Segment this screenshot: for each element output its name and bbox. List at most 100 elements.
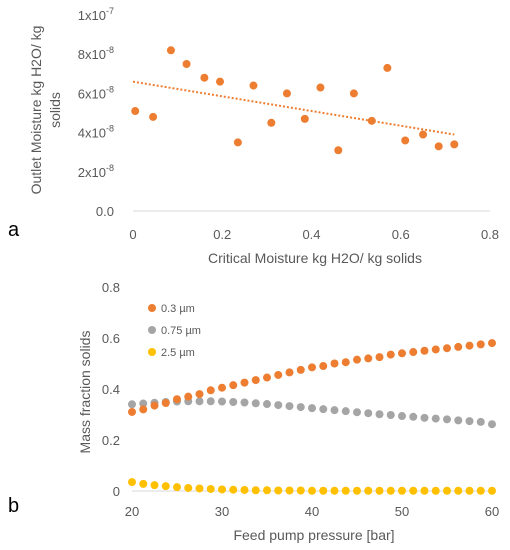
panel-b-data-point — [398, 412, 406, 421]
panel-b-data-point — [465, 417, 474, 426]
panel-b-data-point — [195, 484, 204, 493]
panel-a-x-ticks: 0 0.2 0.4 0.6 0.8 — [129, 227, 499, 242]
panel-b-data-point — [409, 348, 418, 357]
panel-b-data-point — [184, 483, 193, 492]
panel-b-x-tick-label: 40 — [305, 504, 319, 519]
panel-b-data-point — [274, 486, 283, 495]
legend-marker — [148, 326, 156, 334]
panel-b-data-point — [454, 486, 463, 495]
panel-b-data-point — [330, 359, 339, 368]
panel-b-data-point — [364, 354, 373, 363]
panel-a-data-point — [349, 89, 358, 98]
panel-b-data-point — [308, 404, 316, 413]
panel-b-data-point — [364, 409, 373, 418]
panel-b-data-point — [431, 414, 440, 423]
panel-a-x-tick-label: 0.8 — [481, 227, 499, 242]
panel-b-data-point — [353, 355, 361, 364]
panel-b-data-point — [240, 485, 249, 494]
panel-a-y-tick-label: 6x10-8 — [78, 84, 114, 101]
panel-b-data-point — [173, 395, 181, 404]
panel-b-data-point — [488, 486, 496, 495]
panel-a-x-tick-label: 0 — [129, 227, 136, 242]
panel-b-data-point — [195, 390, 204, 399]
panel-a-x-tick-label: 0.6 — [392, 227, 410, 242]
panel-b-data-point — [285, 486, 294, 495]
panel-b-data-point — [161, 399, 170, 408]
panel-b-data-point — [341, 407, 350, 416]
panel-b-data-point — [274, 401, 283, 410]
panel-b-data-point — [308, 363, 316, 372]
panel-a-data-point — [450, 140, 459, 149]
panel-b-data-point — [409, 412, 418, 421]
panel-b-y-ticks: 0 0.2 0.4 0.6 0.8 — [102, 280, 120, 499]
panel-a-x-tick-label: 0.4 — [302, 227, 320, 242]
panel-b-data-point — [308, 486, 316, 495]
panel-a-data-point — [300, 114, 309, 123]
panel-a-data-point — [434, 142, 443, 151]
panel-b-data-point — [476, 340, 485, 349]
panel-b-data-point — [353, 486, 361, 495]
panel-a-y-axis-title-line2: solids — [47, 92, 63, 128]
panel-b-data-point — [386, 350, 395, 359]
panel-a-data-point — [233, 138, 242, 147]
panel-b: b 0 0.2 0.4 0.6 0.8 20 30 40 50 60 Feed pump pre… — [8, 280, 499, 543]
panel-b-data-point — [488, 420, 496, 429]
panel-b-data-point — [341, 486, 350, 495]
panel-b-data-point — [386, 411, 395, 420]
panel-b-data-point — [375, 353, 384, 362]
panel-b-data-point — [128, 400, 136, 409]
panel-a-y-ticks: 0.0 2x10-8 4x10-8 6x10-8 8x10-8 1x10-7 — [78, 6, 114, 219]
panel-b-data-point — [206, 484, 215, 493]
panel-a-data-point — [316, 83, 325, 92]
panel-a-label: a — [8, 219, 20, 241]
panel-b-x-axis-title: Feed pump pressure [bar] — [233, 527, 394, 543]
panel-b-data-point — [218, 485, 226, 494]
panel-a-y-tick-label: 2x10-8 — [78, 163, 114, 180]
panel-b-data-point — [330, 406, 339, 415]
panel-b-data-point — [386, 486, 395, 495]
panel-b-data-point — [285, 402, 294, 411]
panel-b-data-point — [296, 486, 305, 495]
panel-b-data-point — [218, 383, 226, 392]
panel-a-data-point — [334, 146, 343, 155]
panel-b-data-point — [240, 378, 249, 387]
panel-a-data-point — [267, 118, 276, 127]
panel-b-data-point — [161, 482, 170, 491]
panel-b-data-point — [465, 486, 474, 495]
panel-b-data-point — [251, 486, 260, 495]
panel-a-data-point — [182, 60, 191, 68]
panel-b-data-point — [139, 399, 148, 408]
panel-a: a 0.0 2x10-8 4x10-8 6x10-8 8x10-8 1x10-7 0 0.2… — [8, 6, 499, 266]
panel-b-data-point — [398, 486, 406, 495]
panel-b-data-point — [173, 483, 181, 492]
panel-b-data-point — [476, 417, 485, 426]
panel-a-data-point — [149, 112, 158, 121]
panel-b-x-tick-label: 20 — [125, 504, 139, 519]
panel-a-data-point — [383, 63, 392, 72]
panel-a-x-tick-label: 0.2 — [213, 227, 231, 242]
panel-b-data-point — [285, 368, 294, 377]
panel-a-data-point — [282, 89, 291, 98]
panel-a-y-tick-label: 4x10-8 — [78, 124, 114, 141]
panel-b-y-tick-label: 0 — [113, 484, 120, 499]
panel-b-legend: 0.3 µm 0.75 µm 2.5 µm — [148, 303, 201, 359]
panel-b-x-tick-label: 30 — [215, 504, 229, 519]
panel-a-data-point — [367, 116, 376, 125]
panel-b-data-point — [274, 370, 283, 379]
panel-a-y-tick-label: 0.0 — [96, 204, 114, 219]
panel-a-y-tick-label: 1x10-7 — [78, 6, 114, 23]
panel-b-data-point — [409, 486, 418, 495]
panel-b-data-point — [139, 479, 148, 488]
panel-b-label: b — [8, 495, 19, 517]
panel-b-data-point — [319, 362, 328, 371]
panel-b-y-tick-label: 0.2 — [102, 433, 120, 448]
panel-b-data-point — [229, 381, 238, 390]
panel-a-x-axis-title: Critical Moisture kg H2O/ kg solids — [208, 250, 422, 266]
panel-b-data-point — [443, 486, 451, 495]
panel-b-data-point — [296, 365, 305, 374]
panel-b-data-point — [488, 339, 496, 348]
panel-a-data-point — [166, 46, 175, 55]
panel-b-data-point — [218, 397, 226, 406]
panel-b-data-point — [319, 486, 328, 495]
